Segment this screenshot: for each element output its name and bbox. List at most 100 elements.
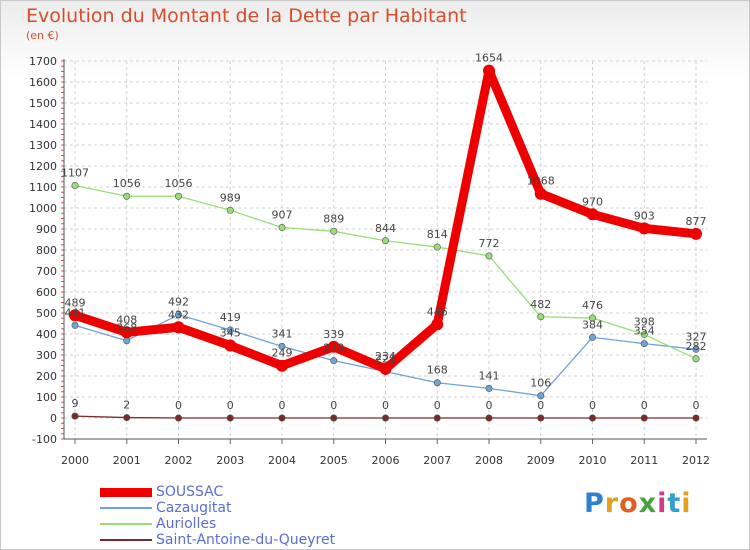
data-label: 398 (634, 315, 655, 328)
data-label: 106 (530, 377, 551, 390)
logo-letter: t (667, 488, 682, 519)
y-tick-label: 1400 (29, 118, 57, 131)
series-lines (69, 64, 702, 422)
data-label: 889 (323, 212, 344, 225)
x-tick-label: 2003 (216, 454, 244, 467)
y-tick-label: 100 (36, 391, 57, 404)
x-tick-label: 2001 (113, 454, 141, 467)
y-tick-label: -100 (32, 433, 57, 446)
x-tick-label: 2008 (475, 454, 503, 467)
data-label: 0 (175, 399, 182, 412)
data-point (537, 392, 545, 400)
x-tick-label: 2002 (165, 454, 193, 467)
data-point (226, 206, 234, 214)
data-label: 0 (589, 399, 596, 412)
data-point (537, 414, 545, 422)
legend-label: Saint-Antoine-du-Queyret (156, 532, 336, 548)
data-label: 432 (168, 308, 189, 321)
logo-letter: x (638, 488, 658, 519)
data-point (483, 64, 495, 77)
data-label: 327 (686, 330, 707, 343)
data-point (433, 379, 441, 387)
data-point (381, 414, 389, 422)
data-label: 168 (427, 364, 448, 377)
data-label: 1056 (165, 177, 193, 190)
data-point (69, 309, 81, 322)
data-labels: 9 2 0 0 0 0 0 0 0 0 0 0 0 441 368 492 419 341 273 221 168 141… (61, 52, 707, 412)
data-label: 0 (693, 399, 700, 412)
axes: -100010020030040050060070080090010001100… (29, 55, 710, 467)
proxiti-logo: Proxiti (584, 488, 692, 519)
data-point (327, 340, 340, 353)
data-label: 0 (537, 399, 544, 412)
data-label: 476 (582, 299, 603, 312)
data-point (123, 192, 131, 200)
data-point (123, 337, 131, 345)
y-tick-label: 1300 (29, 139, 57, 152)
data-point (692, 414, 700, 422)
legend-item: SOUSSAC (100, 484, 335, 500)
y-tick-label: 900 (36, 223, 57, 236)
data-label: 0 (330, 399, 337, 412)
data-point (71, 412, 79, 420)
y-tick-label: 800 (36, 244, 57, 257)
data-point (330, 227, 338, 235)
y-tick-label: 1200 (29, 160, 57, 173)
x-tick-label: 2012 (682, 454, 710, 467)
data-label: 0 (641, 399, 648, 412)
x-tick-label: 2005 (320, 454, 348, 467)
y-tick-label: 300 (36, 349, 57, 362)
data-label: 2 (123, 399, 130, 412)
data-label: 1654 (475, 52, 503, 65)
data-point (71, 182, 79, 190)
legend-item: Saint-Antoine-du-Queyret (100, 532, 335, 548)
data-label: 0 (382, 399, 389, 412)
data-point (588, 333, 596, 341)
data-label: 282 (686, 340, 707, 353)
data-point (485, 414, 493, 422)
legend-swatch (100, 523, 152, 525)
data-point (120, 326, 133, 339)
legend-label: SOUSSAC (156, 484, 224, 500)
x-tick-label: 2004 (268, 454, 296, 467)
data-label: 341 (272, 327, 293, 340)
data-point (278, 342, 286, 350)
y-tick-label: 1600 (29, 76, 57, 89)
legend-item: Auriolles (100, 516, 335, 532)
data-point (534, 187, 547, 200)
y-tick-label: 700 (36, 265, 57, 278)
data-label: 772 (479, 237, 500, 250)
data-point (175, 311, 183, 319)
data-point (172, 321, 185, 334)
legend-item: Cazaugitat (100, 500, 335, 516)
y-tick-label: 1000 (29, 202, 57, 215)
data-point (175, 192, 183, 200)
data-label: 903 (634, 209, 655, 222)
gridlines (64, 60, 707, 440)
y-tick-label: 1500 (29, 97, 57, 110)
x-tick-label: 2009 (527, 454, 555, 467)
data-point (640, 330, 648, 338)
x-tick-label: 2006 (372, 454, 400, 467)
data-label: 970 (582, 195, 603, 208)
data-point (692, 355, 700, 363)
data-point (276, 359, 288, 372)
data-point (586, 208, 599, 221)
x-tick-label: 2000 (61, 454, 89, 467)
data-point (330, 357, 338, 365)
y-tick-label: 500 (36, 307, 57, 320)
chart-title: Evolution du Montant de la Dette par Hab… (26, 5, 467, 27)
data-point (278, 224, 286, 232)
data-point (330, 414, 338, 422)
data-point (226, 326, 234, 334)
logo-letter: r (604, 488, 620, 519)
logo-letter: P (584, 488, 605, 519)
logo-letter: o (619, 488, 639, 519)
data-label: 345 (220, 327, 241, 340)
data-label: 234 (375, 350, 396, 363)
data-label: 0 (279, 399, 286, 412)
data-label: 368 (116, 322, 137, 335)
data-label: 1068 (527, 175, 555, 188)
